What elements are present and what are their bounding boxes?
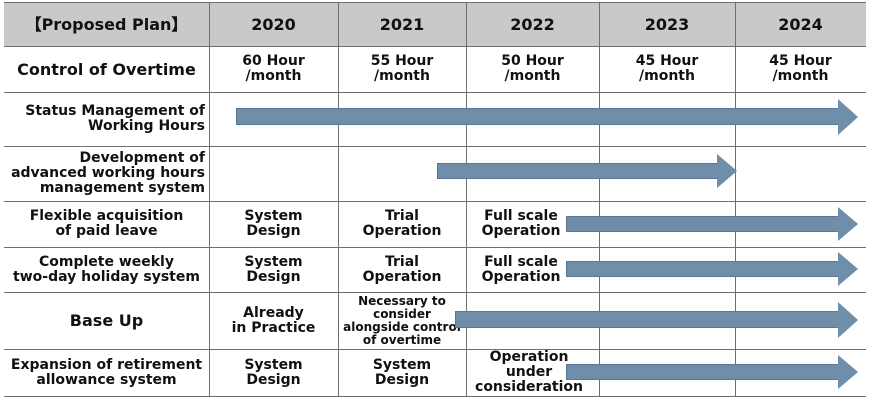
row-label-status-management: Status Management of Working Hours (25, 103, 205, 134)
grid-line (338, 2, 339, 397)
grid-line (735, 2, 736, 397)
overtime-2024: 45 Hour /month (769, 53, 832, 84)
row-label-retirement-allowance: Expansion of retirement allowance system (10, 356, 203, 388)
header-year-2021: 2021 (338, 3, 466, 46)
row-label-flexible-paid-leave: Flexible acquisition of paid leave (29, 208, 184, 239)
arrow-weekly-holiday (566, 252, 858, 286)
grid-line (4, 92, 866, 93)
row-label-base-up: Base Up (69, 311, 144, 330)
retirement-2022: Operation under consideration (475, 349, 583, 395)
grid-line (4, 2, 866, 3)
base-up-2021: Necessary to consider alongside control … (343, 293, 461, 347)
grid-line (4, 46, 866, 47)
header-year-2023: 2023 (599, 3, 735, 46)
retirement-2021: System Design (372, 356, 432, 388)
header-year-2022: 2022 (466, 3, 599, 46)
overtime-2022: 50 Hour /month (501, 53, 564, 84)
grid-line (4, 349, 866, 350)
paid-leave-2020: System Design (244, 208, 303, 239)
grid-line (4, 247, 866, 248)
grid-line (4, 292, 866, 293)
overtime-2023: 45 Hour /month (635, 53, 699, 84)
header-year-2020: 2020 (209, 3, 338, 46)
holiday-2022: Full scale Operation (481, 253, 561, 285)
overtime-2020: 60 Hour /month (242, 53, 305, 84)
header-title: 【Proposed Plan】 (4, 3, 209, 46)
grid-line (4, 146, 866, 147)
arrow-development-system (437, 154, 737, 188)
grid-line (209, 2, 210, 397)
row-label-development-system: Development of advanced working hours ma… (11, 150, 205, 196)
arrow-base-up (455, 302, 858, 338)
header-year-2024: 2024 (735, 3, 866, 46)
retirement-2020: System Design (244, 356, 303, 388)
grid-line (466, 2, 467, 397)
paid-leave-2022: Full scale Operation (481, 208, 561, 239)
arrow-status-management (236, 99, 858, 135)
paid-leave-2021: Trial Operation (362, 208, 442, 239)
grid-line (4, 201, 866, 202)
row-label-control-of-overtime: Control of Overtime (17, 59, 196, 79)
row-label-weekly-holiday: Complete weekly two-day holiday system (13, 253, 200, 285)
holiday-2021: Trial Operation (362, 253, 442, 285)
holiday-2020: System Design (244, 253, 303, 285)
base-up-2020: Already in Practice (231, 304, 316, 336)
overtime-2021: 55 Hour /month (370, 53, 434, 84)
arrow-retirement-allowance (566, 355, 858, 389)
grid-line (4, 396, 866, 397)
arrow-paid-leave (566, 207, 858, 241)
grid-line (599, 2, 600, 397)
